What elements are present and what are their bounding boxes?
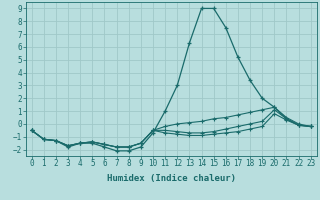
- X-axis label: Humidex (Indice chaleur): Humidex (Indice chaleur): [107, 174, 236, 183]
